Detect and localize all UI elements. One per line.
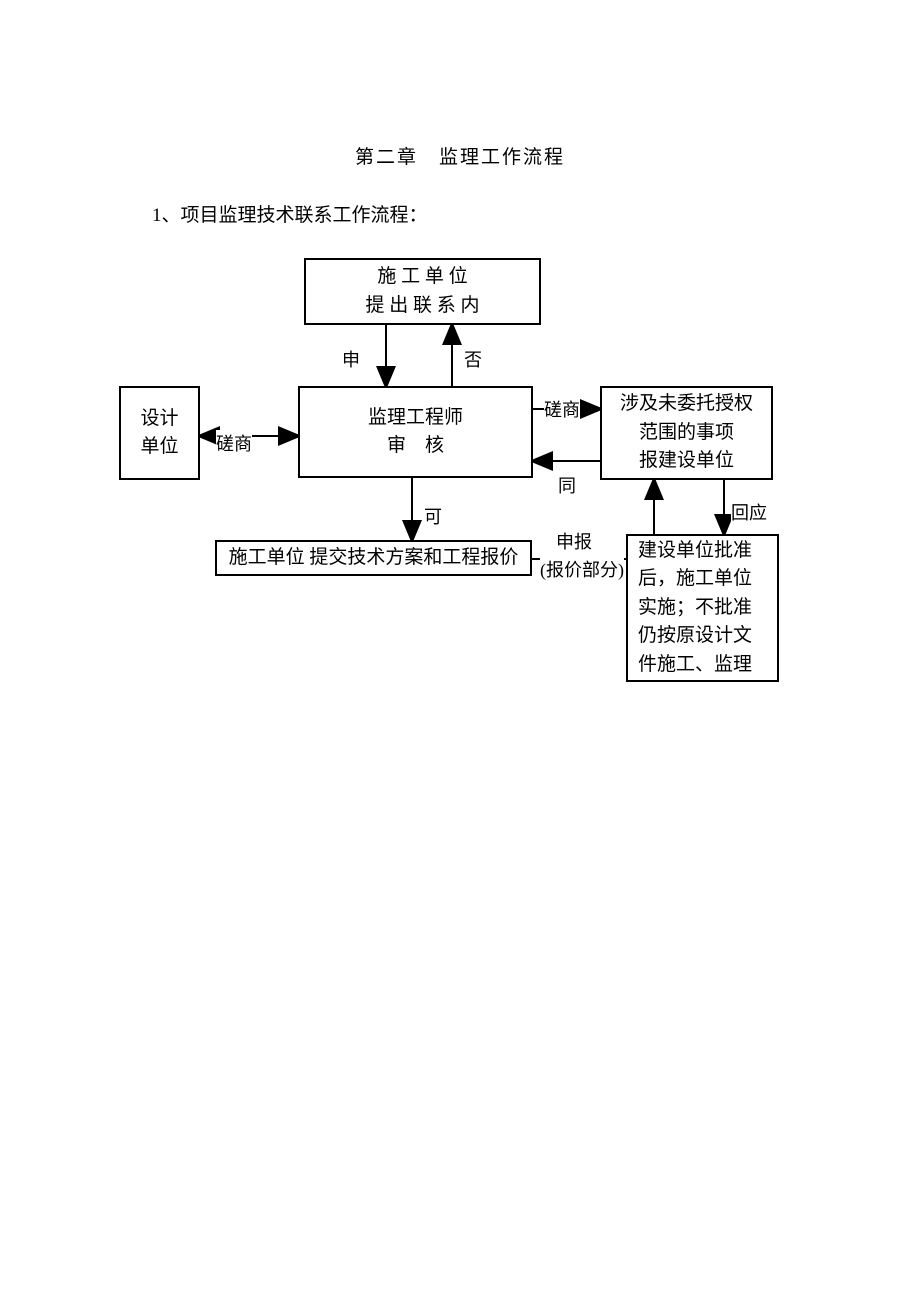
- flowchart-node-n2: 监理工程师审 核: [298, 386, 533, 478]
- node-text: 涉及未委托授权: [620, 390, 753, 419]
- flowchart-node-n5: 施工单位 提交技术方案和工程报价: [215, 540, 532, 576]
- node-text: 仍按原设计文: [638, 622, 752, 651]
- node-text: 提 出 联 系 内: [365, 292, 479, 321]
- node-text: 施工单位 提交技术方案和工程报价: [229, 544, 519, 573]
- edge-label-e_n2_n1_up: 否: [464, 346, 482, 372]
- node-text: 后，施工单位: [638, 565, 752, 594]
- edge-label-e_n2_n4_top: 磋商: [544, 396, 580, 422]
- extra-label-1: (报价部分): [540, 556, 624, 582]
- edge-label-e_n2_n5: 可: [424, 503, 442, 529]
- node-text: 施 工 单 位: [377, 263, 467, 292]
- node-text: 范围的事项: [639, 419, 734, 448]
- edge-label-e_n1_n2_down: 申: [342, 346, 360, 372]
- extra-label-0: 申报: [556, 528, 592, 554]
- node-text: 单位: [140, 433, 178, 462]
- edge-label-e_n4_n2_bot: 同: [558, 472, 576, 498]
- flowchart-node-n4: 涉及未委托授权范围的事项报建设单位: [600, 386, 773, 480]
- flowchart-node-n3: 设计单位: [119, 386, 200, 480]
- edge-label-e_n4_n6: 回应: [731, 499, 767, 525]
- section-subtitle: 1、项目监理技术联系工作流程：: [152, 200, 428, 227]
- node-text: 件施工、监理: [638, 651, 752, 680]
- chapter-title: 第二章 监理工作流程: [0, 142, 920, 169]
- node-text: 监理工程师: [368, 404, 463, 433]
- node-text: 设计: [140, 405, 178, 434]
- flowchart-node-n6: 建设单位批准后，施工单位实施；不批准仍按原设计文件施工、监理: [626, 534, 779, 682]
- edge-label-e_n3_n2_bi: 磋商: [216, 430, 252, 456]
- flowchart-arrows: [0, 0, 920, 1302]
- node-text: 审 核: [387, 432, 444, 461]
- node-text: 实施；不批准: [638, 594, 752, 623]
- node-text: 建设单位批准: [638, 537, 752, 566]
- node-text: 报建设单位: [639, 447, 734, 476]
- flowchart-node-n1: 施 工 单 位提 出 联 系 内: [304, 258, 541, 325]
